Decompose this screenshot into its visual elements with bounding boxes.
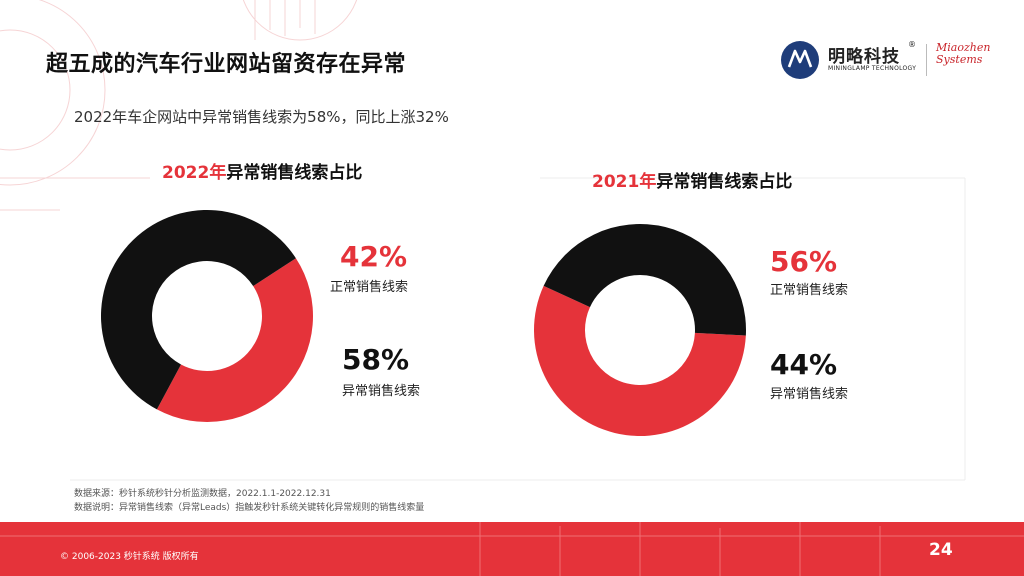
miaozhen-logo-line2: Systems — [936, 53, 983, 66]
chart-2022-abnormal-label: 异常销售线索 — [342, 384, 421, 399]
chart-2021-normal-label: 正常销售线索 — [770, 283, 849, 298]
chart-2022-normal-percent: 42% — [340, 240, 408, 273]
donut-slice-normal — [534, 285, 746, 436]
chart-2021-title: 2021年异常销售线索占比 — [592, 167, 792, 192]
footer-pattern — [0, 522, 1024, 576]
chart-2021-title-year: 2021年 — [592, 172, 657, 192]
miaozhen-logo-line1: Miaozhen — [936, 41, 991, 54]
brand-logo: 明略科技 ® MININGLAMP TECHNOLOGY Miaozhen Sy… — [780, 38, 990, 82]
footer-bar — [0, 522, 1024, 576]
chart-2022-normal-label: 正常销售线索 — [330, 280, 409, 295]
chart-2021-abnormal-label: 异常销售线索 — [770, 387, 849, 402]
chart-2022-title-year: 2022年 — [162, 163, 227, 183]
copyright-text: © 2006-2023 秒针系统 版权所有 — [60, 552, 199, 562]
chart-2022-abnormal-percent: 58% — [342, 343, 410, 376]
donut-slice-abnormal — [543, 223, 746, 336]
logo-text-en: MININGLAMP TECHNOLOGY — [828, 65, 917, 72]
miaozhen-logo: Miaozhen Systems — [936, 42, 990, 66]
logo-mark-icon — [781, 41, 819, 79]
chart-2022-title-text: 异常销售线索占比 — [226, 163, 363, 183]
chart-2022-title: 2022年异常销售线索占比 — [162, 158, 362, 183]
donut-slice-abnormal — [101, 210, 296, 410]
chart-2021-abnormal-percent: 44% — [770, 348, 838, 381]
donut-chart-2021 — [534, 223, 746, 436]
data-source-note: 数据来源：秒针系统秒针分析监测数据，2022.1.1-2022.12.31 — [74, 489, 331, 499]
chart-2021-normal-percent: 56% — [770, 245, 838, 278]
page-number: 24 — [929, 540, 953, 560]
donut-slice-normal — [156, 258, 313, 422]
data-definition-note: 数据说明：异常销售线索（异常Leads）指触发秒针系统关键转化异常规则的销售线索… — [74, 503, 425, 513]
page-subtitle: 2022年车企网站中异常销售线索为58%，同比上涨32% — [74, 108, 449, 126]
logo-separator — [926, 44, 927, 76]
logo-registered-mark: ® — [908, 40, 916, 49]
chart-2021-title-text: 异常销售线索占比 — [656, 172, 793, 192]
page-title: 超五成的汽车行业网站留资存在异常 — [46, 52, 407, 77]
donut-chart-2022 — [101, 210, 313, 422]
logo-text-cn: 明略科技 — [828, 47, 900, 67]
